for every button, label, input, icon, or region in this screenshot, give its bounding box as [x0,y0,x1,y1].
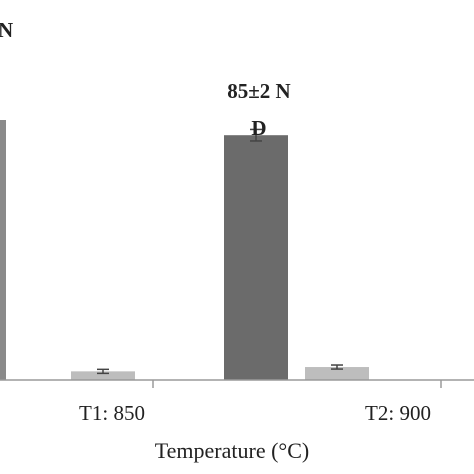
category-label-t2: T2: 900 [365,401,431,425]
x-axis-label: Temperature (°C) [155,438,309,463]
error-bar-2-1 [250,128,262,142]
partial-bar-left [0,120,6,380]
bar-2-1 [224,135,288,380]
error-bar-1-2 [97,368,109,375]
annotation-value: 85±2 N [227,79,290,103]
category-label-t1: T1: 850 [79,401,145,425]
annotation-n-left: N [0,18,13,42]
bars-layer [71,128,369,380]
bar-2-2 [305,367,369,380]
bar-1-2 [71,371,135,380]
annotation-letter: D [251,116,266,140]
error-bar-2-2 [331,364,343,370]
